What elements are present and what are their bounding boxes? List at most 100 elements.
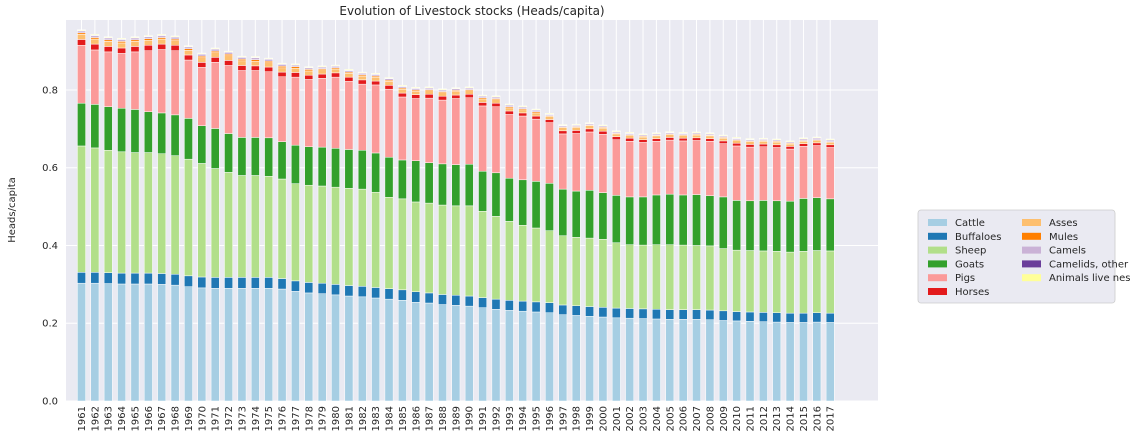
bar-segment bbox=[638, 133, 648, 135]
x-tick-label: 1963 bbox=[104, 406, 115, 431]
x-tick-label: 2007 bbox=[692, 406, 703, 431]
bar-segment bbox=[77, 45, 86, 104]
bar-segment bbox=[638, 318, 648, 402]
bar-segment bbox=[785, 251, 795, 314]
bar-segment bbox=[277, 71, 287, 78]
bar-segment bbox=[424, 90, 434, 95]
y-tick-labels: 0.0 0.2 0.4 0.6 0.8 bbox=[42, 85, 58, 407]
bar-segment bbox=[545, 119, 554, 123]
bar-segment bbox=[170, 50, 180, 116]
bar-segment bbox=[652, 135, 661, 139]
bar-segment bbox=[210, 57, 220, 63]
bar-segment bbox=[304, 292, 314, 402]
bar-segment bbox=[250, 60, 260, 67]
bar-segment bbox=[504, 177, 514, 222]
bar-segment bbox=[638, 142, 648, 198]
bar-segment bbox=[625, 244, 635, 309]
bar-segment bbox=[264, 288, 274, 402]
bar-segment bbox=[90, 49, 100, 105]
bar-segment bbox=[652, 318, 661, 402]
bar-segment bbox=[558, 235, 568, 306]
bar-segment bbox=[264, 59, 274, 62]
bar-segment bbox=[625, 317, 635, 402]
bar-segment bbox=[424, 302, 434, 402]
bar-segment bbox=[250, 277, 260, 289]
x-tick-label: 1962 bbox=[90, 406, 101, 431]
bar-segment bbox=[571, 123, 581, 126]
bar-segment bbox=[652, 308, 661, 320]
bar-segment bbox=[545, 230, 554, 303]
bar-segment bbox=[438, 95, 447, 101]
bar-segment bbox=[772, 200, 782, 252]
bar-segment bbox=[451, 91, 461, 96]
bar-segment bbox=[478, 94, 487, 97]
bar-segment bbox=[264, 66, 274, 72]
bar-segment bbox=[652, 141, 661, 196]
bar-segment bbox=[491, 172, 501, 217]
bar-segment bbox=[90, 104, 100, 149]
bar-segment bbox=[117, 272, 126, 285]
bar-segment bbox=[705, 195, 715, 247]
bar-segment bbox=[558, 304, 568, 315]
bar-segment bbox=[678, 140, 688, 196]
x-tick-label: 2011 bbox=[746, 406, 757, 431]
legend-label: Mules bbox=[1049, 232, 1078, 243]
bar-segment bbox=[291, 72, 300, 78]
bar-segment bbox=[398, 85, 407, 87]
bar-segment bbox=[451, 98, 461, 165]
bar-segment bbox=[170, 284, 180, 402]
bar-segment bbox=[531, 108, 541, 111]
bar-segment bbox=[237, 175, 247, 278]
x-tick-label: 1993 bbox=[505, 406, 516, 431]
x-tick-label: 1985 bbox=[398, 406, 409, 431]
legend-swatch bbox=[928, 288, 947, 295]
bar-segment bbox=[464, 97, 474, 165]
x-tick-label: 1978 bbox=[304, 406, 315, 431]
bar-segment bbox=[518, 112, 528, 117]
bar-segment bbox=[759, 312, 768, 322]
x-tick-label: 1974 bbox=[251, 406, 262, 431]
bar-segment bbox=[571, 305, 581, 316]
bar-segment bbox=[291, 67, 300, 73]
bar-segment bbox=[157, 43, 167, 50]
x-tick-label: 1984 bbox=[385, 406, 396, 431]
bar-segment bbox=[90, 272, 100, 284]
bar-segment bbox=[799, 251, 808, 314]
bar-segment bbox=[478, 102, 487, 107]
x-tick-labels: 1961 1962 1963 1964 1965 1966 1967 1968 1969 1970… bbox=[77, 406, 837, 431]
bar-segment bbox=[518, 225, 528, 302]
bar-segment bbox=[398, 300, 407, 402]
bar-segment bbox=[250, 70, 260, 138]
chart-title: Evolution of Livestock stocks (Heads/cap… bbox=[339, 4, 604, 18]
x-tick-label: 1977 bbox=[291, 406, 302, 431]
x-tick-label: 2017 bbox=[826, 406, 837, 431]
bar-segment bbox=[799, 137, 808, 139]
x-tick-label: 2001 bbox=[612, 406, 623, 431]
bar-segment bbox=[384, 88, 394, 158]
bar-segment bbox=[718, 134, 728, 137]
bar-segment bbox=[130, 272, 140, 285]
bar-segment bbox=[344, 73, 354, 78]
bar-segment bbox=[504, 221, 514, 301]
bar-segment bbox=[398, 198, 407, 291]
x-tick-label: 2014 bbox=[786, 406, 797, 431]
bar-segment bbox=[264, 277, 274, 289]
bar-segment bbox=[478, 98, 487, 103]
bar-segment bbox=[585, 125, 594, 130]
bar-segment bbox=[277, 62, 287, 65]
bar-segment bbox=[291, 63, 300, 65]
bar-segment bbox=[571, 127, 581, 131]
bar-segment bbox=[264, 137, 274, 177]
bar-segment bbox=[504, 110, 514, 115]
x-tick-label: 1991 bbox=[478, 406, 489, 431]
bar-segment bbox=[772, 141, 782, 146]
x-tick-label: 1999 bbox=[585, 406, 596, 431]
bar-segment bbox=[77, 39, 86, 46]
bar-segment bbox=[170, 155, 180, 275]
bar-segment bbox=[144, 39, 153, 46]
bar-segment bbox=[772, 321, 782, 402]
bar-segment bbox=[317, 69, 327, 75]
bar-segment bbox=[785, 146, 795, 150]
bar-segment bbox=[598, 307, 608, 318]
y-tick-label: 0.0 bbox=[42, 397, 58, 408]
